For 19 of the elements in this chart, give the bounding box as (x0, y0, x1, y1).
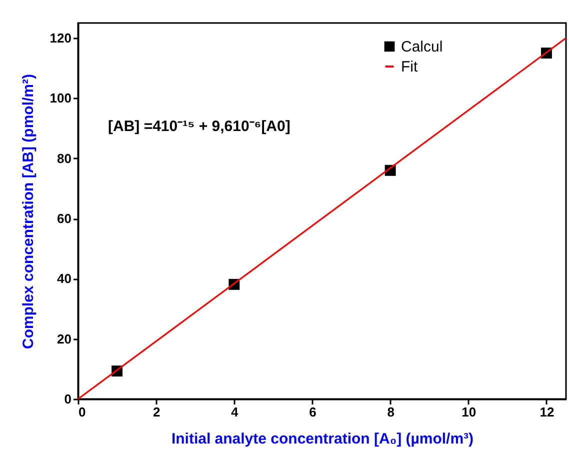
y-axis-title: Complex concentration [AB] (pmol/m²) (20, 74, 37, 350)
x-axis-title: Initial analyte concentration [A₀] (µmol/m³) (171, 430, 474, 448)
x-tick-label: 8 (387, 404, 394, 420)
legend-label: Fit (401, 58, 418, 76)
x-tick-label: 10 (462, 404, 476, 420)
annotation: [AB] =410⁻¹⁵ + 9,610⁻⁶[A0] (108, 118, 290, 135)
y-tick-label: 20 (57, 331, 72, 346)
x-tick-label: 12 (540, 404, 554, 420)
x-tick-label: 6 (309, 404, 316, 420)
y-tick-label: 120 (50, 30, 72, 46)
x-tick-label: 4 (231, 404, 240, 420)
y-tick-label: 80 (57, 150, 72, 166)
y-tick-label: 100 (50, 90, 72, 106)
y-tick-label: 40 (57, 271, 72, 286)
x-tick-label: 0 (78, 404, 86, 420)
y-tick-label: 0 (64, 392, 72, 406)
x-tick-label: 2 (152, 404, 160, 420)
legend-label: Calcul (401, 38, 443, 56)
y-tick-label: 60 (57, 211, 72, 226)
